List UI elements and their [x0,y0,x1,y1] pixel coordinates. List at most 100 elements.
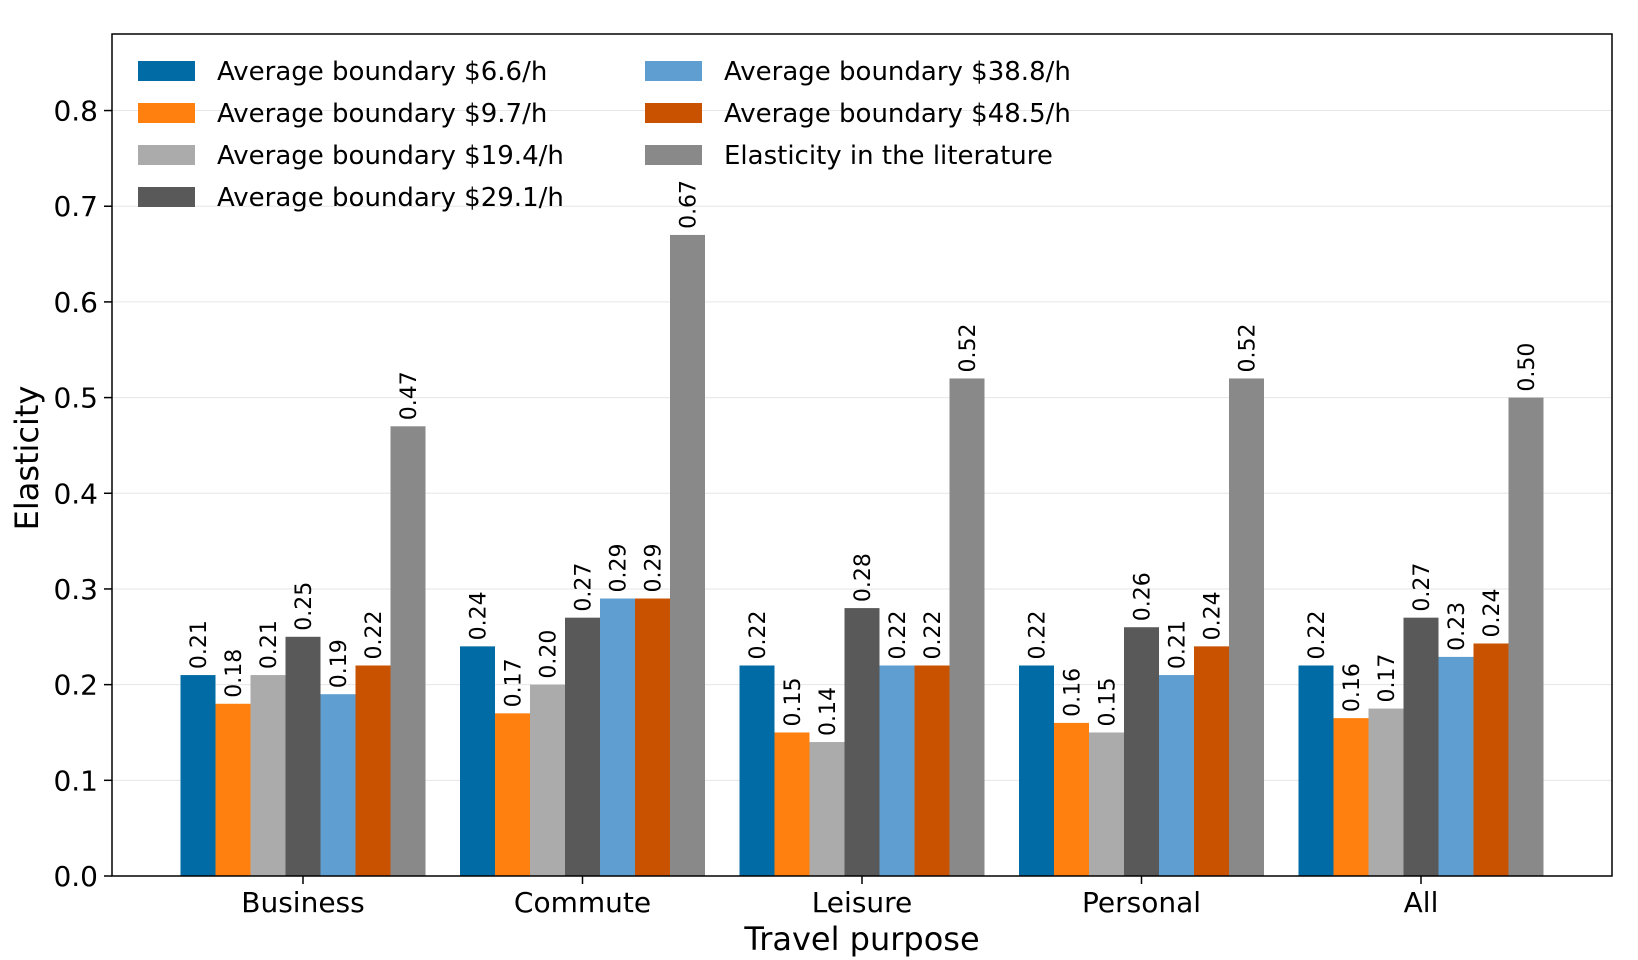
y-tick-label: 0.7 [53,190,98,223]
x-tick-label: Business [241,886,364,919]
legend-swatch [138,61,195,81]
bar-value-label: 0.16 [1340,663,1365,712]
bar-value-label: 0.17 [1375,654,1400,703]
bar [530,684,565,876]
bar-value-label: 0.17 [502,658,527,707]
x-tick-label: All [1404,886,1439,919]
legend-swatch [138,103,195,123]
bar [774,732,810,876]
bar [1124,627,1159,876]
bar-value-label: 0.50 [1515,343,1540,392]
bar-value-label: 0.21 [187,620,212,669]
y-tick-label: 0.5 [53,382,98,415]
bar [285,636,321,876]
y-tick-label: 0.2 [53,669,98,702]
x-axis-title: Travel purpose [743,920,979,958]
y-axis-ticks: 0.0 0.1 0.2 0.3 0.4 0.5 0.6 0.7 0.8 [53,95,112,893]
bar-value-label: 0.22 [886,611,911,660]
bar [1019,665,1054,876]
bar-value-label: 0.29 [642,544,667,593]
y-tick-label: 0.4 [53,477,98,510]
bar [809,742,845,876]
bar-value-label: 0.28 [851,553,876,602]
legend-label: Average boundary $29.1/h [217,183,564,213]
legend-label: Elasticity in the literature [724,141,1053,171]
bar [1403,617,1439,876]
bar-value-label: 0.25 [292,582,317,631]
bar [1298,665,1334,876]
y-tick-label: 0.0 [53,860,98,893]
bar [355,665,391,876]
y-axis-title: Elasticity [8,386,46,531]
legend-swatch [138,187,195,207]
bar [1054,722,1089,876]
bar [250,675,286,876]
legend-swatch [645,103,702,123]
bar [1473,643,1509,876]
bar [914,665,950,876]
bar-value-label: 0.21 [1166,620,1191,669]
x-tick-label: Personal [1082,886,1201,919]
legend-label: Average boundary $48.5/h [724,99,1071,129]
y-tick-label: 0.6 [53,286,98,319]
bar [1368,708,1404,876]
bar [1194,646,1229,876]
x-tick-label: Commute [514,886,651,919]
bar-value-label: 0.19 [327,639,352,688]
bar-value-label: 0.52 [1236,323,1261,372]
bar-data-labels: 0.21 0.18 0.21 0.25 0.19 0.22 0.47 0.24 0.17 0.20… [187,180,1540,736]
bar [390,426,426,876]
bar-value-label: 0.22 [1026,611,1051,660]
bar-value-label: 0.20 [537,630,562,679]
bar-value-label: 0.23 [1445,602,1470,651]
bar [949,378,985,876]
y-tick-label: 0.1 [53,764,98,797]
bar-value-label: 0.47 [397,371,422,420]
bar-value-label: 0.52 [956,323,981,372]
bar [565,617,600,876]
bar-value-label: 0.24 [467,591,492,640]
bar [1508,397,1544,876]
bar [1159,675,1194,876]
bar-value-label: 0.67 [677,180,702,229]
x-axis-ticks: Business Commute Leisure Personal All [241,876,1438,919]
bar [844,608,880,876]
bar-value-label: 0.15 [781,677,806,726]
legend-label: Average boundary $19.4/h [217,141,564,171]
legend: Average boundary $6.6/h Average boundary … [138,57,1071,213]
bar-value-label: 0.22 [746,611,771,660]
bar [495,713,530,876]
bar [1089,732,1124,876]
bar-value-label: 0.29 [607,544,632,593]
y-tick-label: 0.3 [53,573,98,606]
bar [1229,378,1264,876]
legend-label: Average boundary $9.7/h [217,99,547,129]
legend-swatch [645,61,702,81]
legend-label: Average boundary $38.8/h [724,57,1071,87]
bars [180,234,1544,876]
bar [635,598,670,876]
x-tick-label: Leisure [812,886,913,919]
bar [460,646,495,876]
bar [320,694,356,876]
bar-value-label: 0.22 [1305,611,1330,660]
bar [180,675,216,876]
bar-value-label: 0.18 [222,649,247,698]
bar-value-label: 0.14 [816,687,841,736]
bar-value-label: 0.21 [257,620,282,669]
bar-value-label: 0.16 [1061,668,1086,717]
bar-value-label: 0.26 [1131,572,1156,621]
y-tick-label: 0.8 [53,95,98,128]
bar-value-label: 0.27 [572,563,597,612]
legend-swatch [138,145,195,165]
bar [1333,718,1369,876]
bar-value-label: 0.24 [1201,591,1226,640]
bar-value-label: 0.15 [1096,677,1121,726]
bar-value-label: 0.24 [1480,589,1505,638]
bar-value-label: 0.22 [921,611,946,660]
legend-label: Average boundary $6.6/h [217,57,547,87]
legend-swatch [645,145,702,165]
bar [1438,656,1474,876]
bar [215,703,251,876]
